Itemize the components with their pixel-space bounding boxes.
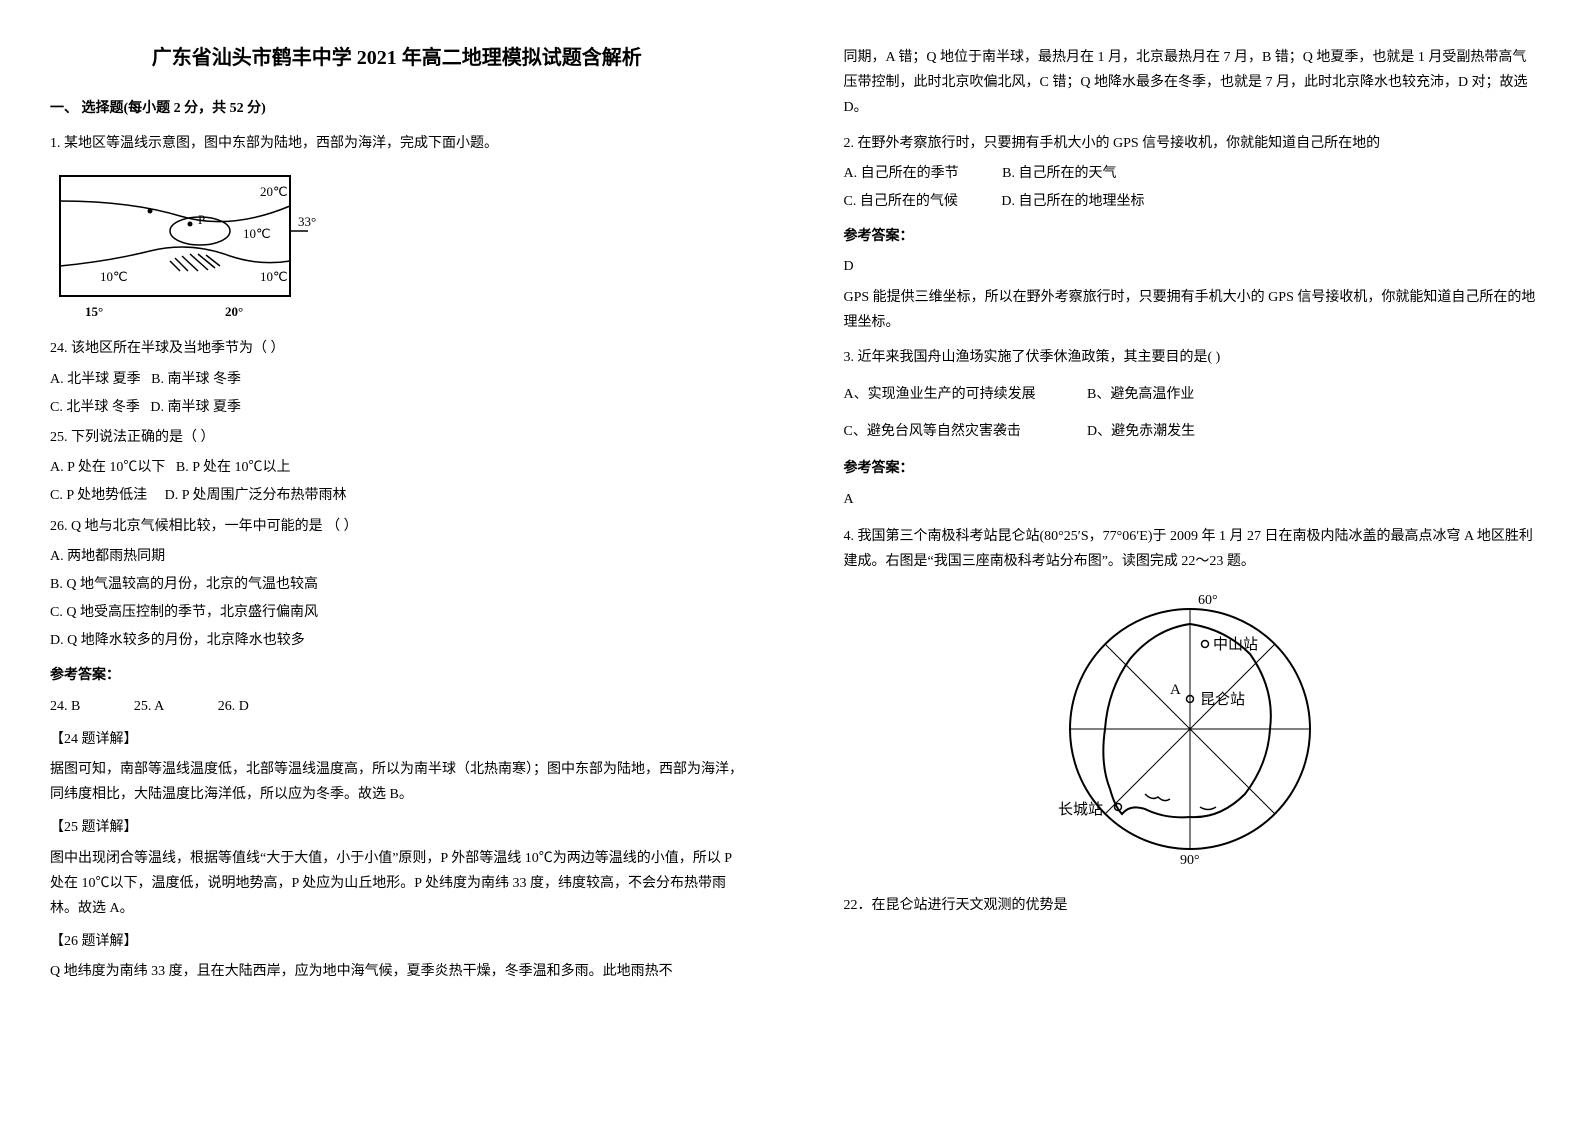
q26-a: A. 两地都雨热同期	[50, 544, 744, 569]
left-column: 广东省汕头市鹤丰中学 2021 年高二地理模拟试题含解析 一、 选择题(每小题 …	[0, 0, 794, 1122]
q1-answer-label: 参考答案：	[50, 663, 744, 688]
exp24-label: 【24 题详解】	[50, 727, 744, 752]
isotherm-figure: 20℃ 10℃ 10℃ 10℃ P 33° 15° 20°	[50, 166, 330, 326]
q24-opts-cd: C. 北半球 冬季 D. 南半球 夏季	[50, 395, 744, 420]
q2-a: A. 自己所在的季节	[844, 161, 959, 186]
exp24-text: 据图可知，南部等温线温度低，北部等温线温度高，所以为南半球（北热南寒）；图中东部…	[50, 757, 744, 807]
kunlun-label: 昆仑站	[1200, 691, 1245, 708]
doc-title: 广东省汕头市鹤丰中学 2021 年高二地理模拟试题含解析	[50, 40, 744, 76]
x-20: 20°	[225, 304, 243, 319]
q25-d: D. P 处周围广泛分布热带雨林	[165, 488, 347, 503]
q3-answer-label: 参考答案：	[844, 456, 1538, 481]
a-label: A	[1170, 682, 1181, 698]
q2-b: B. 自己所在的天气	[1002, 166, 1116, 181]
q1-answers: 24. B 25. A 26. D	[50, 694, 744, 719]
q2-answer: D	[844, 254, 1538, 279]
q24-opts-ab: A. 北半球 夏季 B. 南半球 冬季	[50, 367, 744, 392]
p-label: P	[198, 212, 205, 227]
q26-b: B. Q 地气温较高的月份，北京的气温也较高	[50, 572, 744, 597]
q2-exp: GPS 能提供三维坐标，所以在野外考察旅行时，只要拥有手机大小的 GPS 信号接…	[844, 285, 1538, 335]
q22: 22．在昆仑站进行天文观测的优势是	[844, 893, 1538, 918]
q2-answer-label: 参考答案：	[844, 224, 1538, 249]
temp-10-r: 10℃	[260, 269, 288, 284]
temp-10-inner: 10℃	[243, 226, 271, 241]
q26-d: D. Q 地降水较多的月份，北京降水也较多	[50, 628, 744, 653]
lat-33: 33°	[298, 214, 316, 229]
temp-20: 20℃	[260, 184, 288, 199]
q26-c: C. Q 地受高压控制的季节，北京盛行偏南风	[50, 600, 744, 625]
q3-opts-ab: A、实现渔业生产的可持续发展 B、避免高温作业	[844, 382, 1538, 407]
q24-d: D. 南半球 夏季	[150, 400, 241, 415]
q3-b: B、避免高温作业	[1087, 387, 1194, 402]
q24: 24. 该地区所在半球及当地季节为（ ）	[50, 336, 744, 361]
q3-answer: A	[844, 487, 1538, 512]
q2: 2. 在野外考察旅行时，只要拥有手机大小的 GPS 信号接收机，你就能知道自己所…	[844, 131, 1538, 156]
antarctica-figure: 中山站 A 昆仑站 长城站 60° 90°	[1050, 589, 1330, 869]
q26: 26. Q 地与北京气候相比较，一年中可能的是 （ ）	[50, 514, 744, 539]
temp-10-l: 10℃	[100, 269, 128, 284]
q24-a: A. 北半球 夏季	[50, 372, 141, 387]
q25-a: A. P 处在 10℃以下	[50, 460, 165, 475]
q25: 25. 下列说法正确的是（ ）	[50, 425, 744, 450]
exp25-text: 图中出现闭合等温线，根据等值线“大于大值，小于小值”原则，P 外部等温线 10℃…	[50, 846, 744, 922]
q24-b: B. 南半球 冬季	[151, 372, 241, 387]
exp25-label: 【25 题详解】	[50, 815, 744, 840]
q25-opts-ab: A. P 处在 10℃以下 B. P 处在 10℃以上	[50, 455, 744, 480]
q25-c: C. P 处地势低洼	[50, 488, 147, 503]
q2-c: C. 自己所在的气候	[844, 189, 958, 214]
exp26-text-p2: 同期，A 错；Q 地位于南半球，最热月在 1 月，北京最热月在 7 月，B 错；…	[844, 45, 1538, 121]
right-column: 同期，A 错；Q 地位于南半球，最热月在 1 月，北京最热月在 7 月，B 错；…	[794, 0, 1587, 1122]
q2-d: D. 自己所在的地理坐标	[1001, 194, 1144, 209]
ans-25: 25. A	[134, 694, 164, 719]
q2-opts-cd: C. 自己所在的气候 D. 自己所在的地理坐标	[844, 189, 1538, 214]
exp26-label: 【26 题详解】	[50, 929, 744, 954]
ans-26: 26. D	[218, 694, 249, 719]
q24-c: C. 北半球 冬季	[50, 400, 140, 415]
q3-a: A、实现渔业生产的可持续发展	[844, 382, 1084, 407]
q3-c: C、避免台风等自然灾害袭击	[844, 419, 1084, 444]
changcheng-label: 长城站	[1058, 801, 1103, 818]
lon90-label: 90°	[1180, 853, 1200, 868]
antarctica-figure-wrap: 中山站 A 昆仑站 长城站 60° 90°	[844, 589, 1538, 878]
x-15: 15°	[85, 304, 103, 319]
section-header: 一、 选择题(每小题 2 分，共 52 分)	[50, 96, 744, 121]
exp26-text-p1: Q 地纬度为南纬 33 度，且在大陆西岸，应为地中海气候，夏季炎热干燥，冬季温和…	[50, 959, 744, 984]
q25-opts-cd: C. P 处地势低洼 D. P 处周围广泛分布热带雨林	[50, 483, 744, 508]
q4: 4. 我国第三个南极科考站昆仑站(80°25′S，77°06′E)于 2009 …	[844, 524, 1538, 574]
q25-b: B. P 处在 10℃以上	[176, 460, 291, 475]
q3-d: D、避免赤潮发生	[1087, 424, 1195, 439]
q3: 3. 近年来我国舟山渔场实施了伏季休渔政策，其主要目的是( )	[844, 345, 1538, 370]
zhongshan-label: 中山站	[1213, 636, 1258, 653]
q1-intro: 1. 某地区等温线示意图，图中东部为陆地，西部为海洋，完成下面小题。	[50, 131, 744, 156]
ans-24: 24. B	[50, 694, 80, 719]
q3-opts-cd: C、避免台风等自然灾害袭击 D、避免赤潮发生	[844, 419, 1538, 444]
lat60-label: 60°	[1198, 593, 1218, 608]
q2-opts-ab: A. 自己所在的季节 B. 自己所在的天气	[844, 161, 1538, 186]
